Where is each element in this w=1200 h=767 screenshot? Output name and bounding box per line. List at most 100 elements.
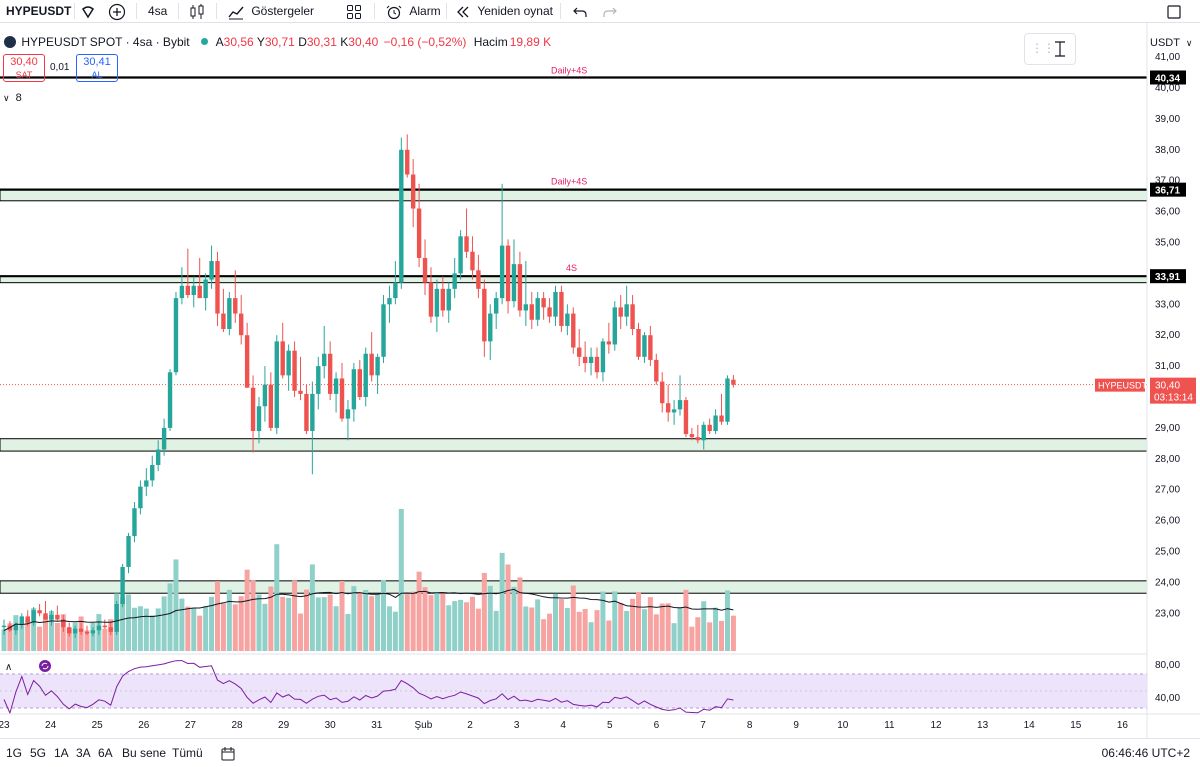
indicators-button[interactable]: Göstergeler [228, 0, 314, 22]
rsi-tick-label: 40,00 [1155, 693, 1180, 704]
volume-bar [434, 592, 440, 651]
range-button-3a[interactable]: 3A [76, 746, 91, 760]
sell-button[interactable]: 30,40 SAT [3, 54, 45, 82]
candle-body [322, 353, 327, 367]
range-button-tümü[interactable]: Tümü [172, 746, 203, 760]
symbol-logo-icon[interactable] [80, 0, 96, 22]
volume-bar [90, 622, 96, 651]
volume-bar [280, 596, 286, 651]
level-price-tag [1150, 269, 1186, 284]
symbol-search-button[interactable]: HYPEUSDT [6, 0, 71, 22]
level-price-tag [1150, 182, 1186, 197]
toolbar-divider [374, 3, 375, 19]
volume-bar [185, 606, 191, 651]
candle-body [665, 403, 671, 413]
alarm-button[interactable]: Alarm [386, 0, 441, 22]
replay-button[interactable]: Yeniden oynat [456, 0, 553, 22]
candle-body [624, 304, 629, 317]
time-tick-label: 4 [560, 720, 566, 731]
candle-body [470, 251, 475, 271]
candle-body [731, 379, 736, 385]
buy-price: 30,41 [83, 56, 111, 68]
candle-body [677, 400, 683, 410]
layouts-icon[interactable] [346, 0, 362, 22]
drag-handle-icon[interactable]: ⋮⋮ [1031, 41, 1055, 55]
level-price-label: 36,71 [1155, 186, 1180, 197]
candle-body [452, 273, 457, 289]
candle-body [541, 298, 546, 308]
bottom-toolbar: 1G 5G 1A 3A 6A Bu sene Tümü 06:46:46 UTC+2 [0, 738, 1200, 767]
candle-body [203, 279, 208, 299]
candle-body [339, 378, 345, 419]
add-symbol-icon[interactable] [108, 0, 126, 22]
volume-bar [564, 608, 570, 651]
candle-body [268, 384, 274, 428]
volume-bar [298, 613, 303, 651]
candle-body [493, 298, 499, 314]
legend-close-label: K [340, 35, 349, 49]
candle-body [150, 464, 155, 481]
currency-selector[interactable]: USDT ∨ [1150, 33, 1196, 53]
indicators-collapse-toggle[interactable]: ∨ 8 [3, 90, 22, 106]
volume-bar [701, 601, 707, 651]
support-zone [0, 438, 1148, 452]
volume-bar [286, 597, 292, 651]
range-button-1a[interactable]: 1A [54, 746, 69, 760]
volume-bar [647, 597, 653, 651]
candle-body [114, 604, 119, 632]
candle-body [191, 285, 196, 296]
candle-body [434, 288, 440, 317]
indicators-icon [228, 6, 244, 20]
candle-body [517, 264, 523, 311]
price-tick-label: 24,00 [1155, 577, 1180, 588]
calendar-icon[interactable] [220, 739, 236, 767]
buy-button[interactable]: 30,41 AL [76, 54, 118, 82]
candle-body [310, 393, 315, 431]
candle-body [43, 613, 48, 620]
candle-body [648, 335, 653, 360]
volume-bar [268, 586, 274, 651]
candle-type-icon[interactable] [188, 0, 206, 22]
toolbar-divider [178, 3, 179, 19]
price-chart[interactable]: Daily+4SDaily+4S4S41,0040,0039,0038,0037… [0, 23, 1200, 738]
undo-icon[interactable] [572, 0, 588, 22]
fullscreen-icon[interactable] [1166, 0, 1182, 22]
candle-body [399, 149, 404, 283]
time-tick-label: 14 [1024, 720, 1036, 731]
volume-bar [558, 599, 564, 651]
candle-body [440, 288, 446, 311]
price-tick-label: 32,00 [1155, 330, 1180, 341]
volume-ma-line [3, 588, 734, 631]
candle-body [571, 313, 576, 348]
candle-body [719, 415, 724, 422]
range-button-bu-sene[interactable]: Bu sene [122, 746, 167, 760]
interval-button[interactable]: 4sa [148, 0, 167, 22]
interval-label: 4sa [148, 4, 168, 18]
volume-bar [386, 606, 392, 651]
redo-icon[interactable] [602, 0, 618, 22]
range-button-1g[interactable]: 1G [6, 746, 23, 760]
level-price-label: 33,91 [1155, 272, 1180, 283]
candle-body [636, 329, 641, 357]
candle-body [458, 236, 463, 274]
volume-bar [244, 569, 250, 651]
rsi-refresh-icon[interactable] [38, 659, 52, 676]
measure-tool-icon[interactable] [1051, 40, 1069, 58]
volume-bar [730, 615, 736, 651]
symbol-price-tag [1095, 378, 1145, 392]
clock-timezone[interactable]: 06:46:46 UTC+2 [1101, 746, 1190, 760]
candle-body [13, 624, 19, 631]
volume-bar [209, 596, 215, 651]
candle-body [660, 381, 665, 404]
volume-bar [469, 596, 475, 651]
volume-bar [487, 585, 493, 651]
volume-bar [37, 626, 43, 651]
rsi-collapse-toggle[interactable]: ∧ [5, 662, 12, 673]
candle-body [126, 536, 131, 567]
range-button-5g[interactable]: 5G [30, 746, 47, 760]
volume-bar [410, 591, 416, 651]
candle-body [108, 627, 113, 632]
time-tick-label: 3 [514, 720, 520, 731]
time-tick-label: 2 [467, 720, 473, 731]
range-button-6a[interactable]: 6A [98, 746, 113, 760]
